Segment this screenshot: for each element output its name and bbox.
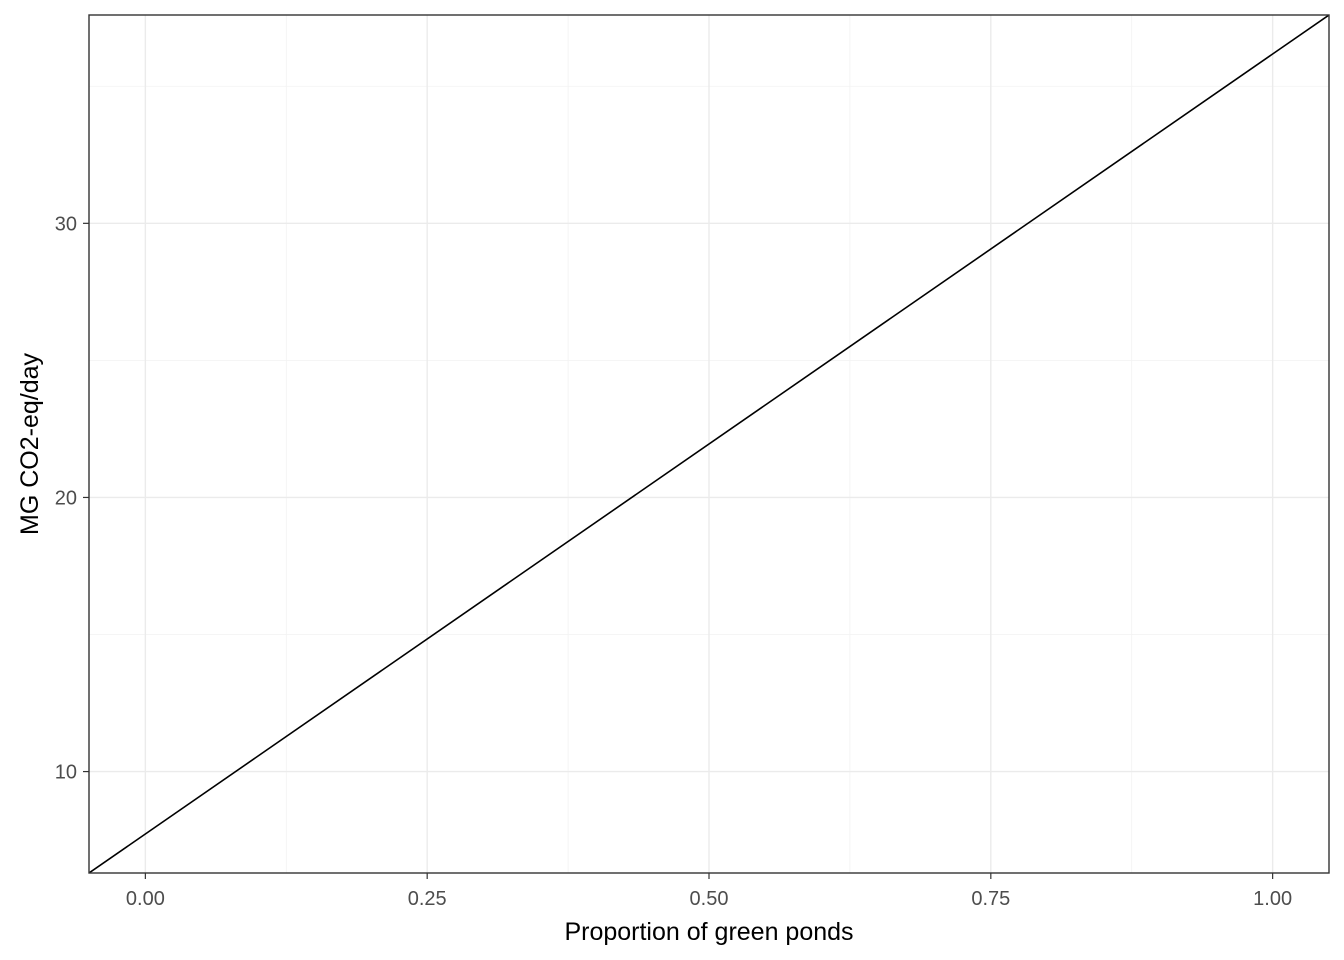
x-axis-title: Proportion of green ponds bbox=[564, 918, 853, 946]
x-tick-label: 1.00 bbox=[1253, 888, 1292, 910]
y-tick-label: 10 bbox=[55, 762, 77, 784]
x-tick-label: 0.25 bbox=[408, 888, 447, 910]
x-axis-ticks: 0.00 0.25 0.50 0.75 1.00 bbox=[126, 873, 1292, 910]
y-axis-ticks: 10 20 30 bbox=[55, 213, 89, 783]
x-tick-label: 0.75 bbox=[971, 888, 1010, 910]
y-axis-title: MG CO2-eq/day bbox=[16, 353, 44, 536]
x-tick-label: 0.00 bbox=[126, 888, 165, 910]
y-tick-label: 20 bbox=[55, 487, 77, 509]
y-tick-label: 30 bbox=[55, 213, 77, 235]
x-tick-label: 0.50 bbox=[690, 888, 729, 910]
